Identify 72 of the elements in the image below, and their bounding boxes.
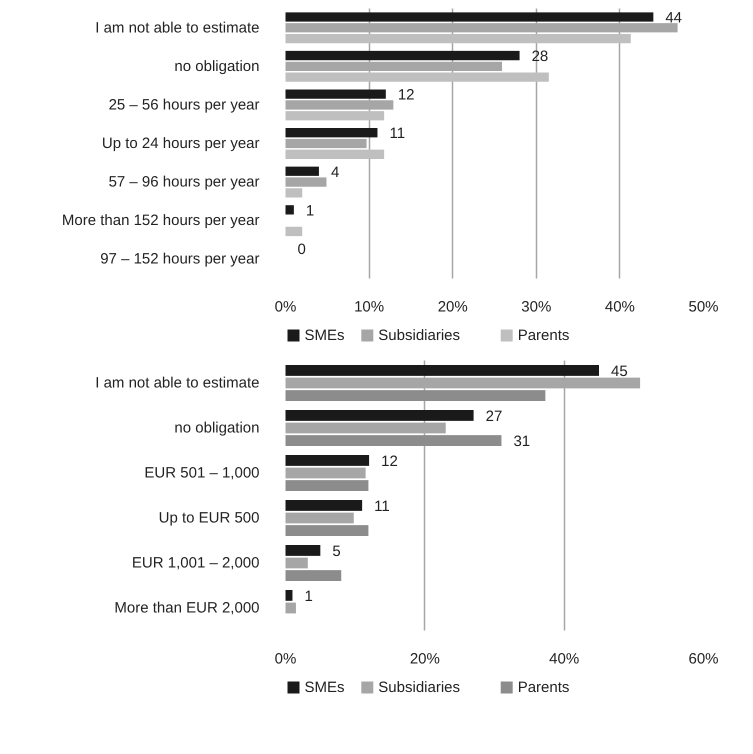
data-label: 28: [532, 48, 548, 66]
bar: [286, 500, 362, 511]
data-label: 12: [381, 452, 398, 470]
data-label: 5: [332, 542, 341, 560]
data-label: 31: [513, 433, 530, 450]
x-tick-label: 30%: [521, 298, 552, 316]
y-tick-label: no obligation: [174, 58, 260, 75]
x-tick-label: 40%: [549, 650, 580, 668]
bar: [286, 480, 368, 492]
data-label: 1: [306, 202, 314, 220]
y-tick-label: I am not able to estimate: [95, 19, 260, 36]
y-tick-label: More than EUR 2,000: [114, 600, 260, 616]
data-label: 0: [298, 240, 306, 258]
y-tick-label: no obligation: [174, 420, 260, 436]
data-label: 1: [304, 588, 313, 605]
y-tick-label: 25 – 56 hours per year: [108, 96, 260, 114]
bar: [286, 177, 326, 187]
x-tick-label: 10%: [354, 298, 384, 316]
y-tick-label: I am not able to estimate: [95, 374, 260, 392]
bar: [286, 50, 520, 60]
x-tick-label: 0%: [274, 650, 296, 668]
bar: [286, 590, 292, 601]
data-label: 44: [665, 9, 682, 26]
bar: [286, 34, 631, 44]
legend-label: SMEs: [304, 679, 345, 696]
bar: [286, 226, 302, 236]
bar: [286, 111, 384, 120]
data-label: 4: [330, 164, 340, 181]
legend-label: Subsidiaries: [378, 327, 460, 344]
data-label: 12: [398, 86, 415, 104]
bar: [286, 525, 368, 536]
legend-label: SMEs: [304, 327, 345, 344]
bar: [286, 150, 384, 159]
legend-label: Subsidiaries: [378, 679, 460, 696]
bar: [286, 602, 296, 614]
bar: [286, 166, 319, 176]
x-tick-label: 50%: [688, 298, 719, 316]
bar: [286, 12, 654, 22]
bar: [286, 364, 599, 376]
data-label: 45: [611, 362, 628, 380]
bar: [286, 72, 549, 82]
data-label: 27: [486, 408, 502, 425]
x-tick-label: 60%: [688, 650, 719, 668]
y-tick-label: 57 – 96 hours per year: [108, 174, 260, 191]
y-tick-label: 97 – 152 hours per year: [100, 250, 260, 268]
y-tick-label: More than 152 hours per year: [62, 212, 260, 230]
legend-label: Parents: [518, 327, 570, 344]
x-tick-label: 20%: [410, 650, 440, 668]
x-tick-label: 40%: [604, 298, 635, 316]
bar: [286, 435, 502, 446]
bar: [286, 205, 294, 214]
x-tick-label: 20%: [438, 298, 468, 316]
bar: [286, 558, 308, 568]
x-tick-label: 0%: [274, 298, 296, 316]
bar: [286, 512, 354, 524]
bar: [286, 468, 366, 478]
bar: [286, 390, 546, 402]
bar: [286, 544, 320, 556]
y-tick-label: Up to 24 hours per year: [102, 135, 260, 152]
bar: [286, 128, 378, 138]
bar: [286, 570, 342, 582]
y-tick-label: EUR 501 – 1,000: [144, 464, 260, 482]
bar: [286, 410, 474, 421]
bar: [286, 138, 367, 148]
bar: [286, 454, 370, 466]
y-tick-label: EUR 1,001 – 2,000: [132, 554, 260, 572]
legend-label: Parents: [518, 679, 570, 696]
bar: [286, 188, 302, 198]
bar: [286, 89, 386, 99]
data-label: 11: [374, 498, 390, 515]
y-tick-label: Up to EUR 500: [158, 510, 260, 526]
data-label: 11: [389, 125, 406, 142]
